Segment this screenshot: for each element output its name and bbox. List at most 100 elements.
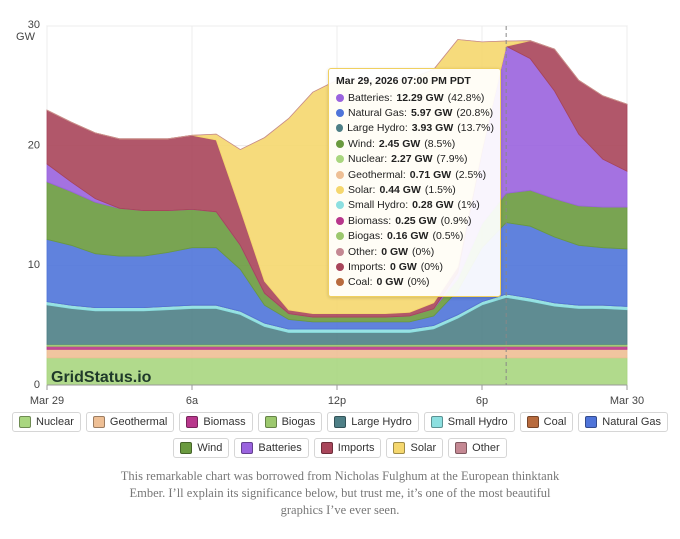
legend-item[interactable]: Geothermal [85,412,175,432]
tooltip-share: (0%) [407,276,430,289]
tooltip-value: 0 GW [389,260,417,273]
x-tick-label: Mar 29 [30,395,64,407]
tooltip-name: Coal: [348,276,373,289]
tooltip-row: Small Hydro: 0.28 GW (1%) [336,198,494,213]
area [46,348,628,359]
legend-label: Batteries [258,442,302,454]
legend-swatch [320,442,333,454]
y-tick-label: 10 [28,259,40,271]
tooltip-share: (2.5%) [455,168,487,181]
tooltip-dot [336,93,344,102]
tooltip-row: Natural Gas: 5.97 GW (20.8%) [336,105,494,120]
tooltip-name: Wind: [348,137,375,150]
tooltip-value: 0 GW [381,245,409,258]
legend-item[interactable]: Natural Gas [578,412,668,432]
legend-item[interactable]: Other [448,438,507,458]
legend-swatch [585,416,598,428]
tooltip-dot [336,124,344,133]
tooltip-row: Biogas: 0.16 GW (0.5%) [336,229,494,244]
legend-item[interactable]: Biogas [257,412,323,432]
legend-item[interactable]: Nuclear [12,412,81,432]
tooltip-row: Coal: 0 GW (0%) [336,275,494,290]
watermark: GridStatus.io [51,369,152,386]
tooltip-name: Biogas: [348,230,384,243]
legend-item[interactable]: Coal [519,412,574,432]
legend-label: Biomass [203,416,246,428]
tooltip-row: Other: 0 GW (0%) [336,244,494,259]
legend-item[interactable]: Imports [313,438,382,458]
tooltip-name: Large Hydro: [347,122,408,135]
legend-item[interactable]: Solar [386,438,444,458]
legend-label: Coal [543,416,567,428]
area [46,39,628,151]
tooltip-row: Imports: 0 GW (0%) [336,259,494,274]
x-tick-label: 6p [476,395,488,407]
legend-row: Wind Batteries Imports Solar Other [0,438,680,458]
tooltip-share: (7.9%) [436,153,468,166]
legend-item[interactable]: Batteries [234,438,309,458]
legend-label: Solar [410,442,437,454]
x-tick-label: Mar 30 [610,395,644,407]
tooltip-share: (8.5%) [424,137,456,150]
tooltip-value: 0.25 GW [395,214,437,227]
legend-item[interactable]: Small Hydro [423,412,515,432]
tooltip-value: 5.97 GW [410,107,453,120]
legend-label: Other [472,442,500,454]
area [46,345,628,350]
legend-swatch [264,416,277,428]
tooltip-value: 3.93 GW [411,122,454,135]
tooltip-share: (20.8%) [456,107,494,120]
tooltip-name: Geothermal: [348,168,406,181]
legend-swatch [92,416,105,428]
legend-item[interactable]: Wind [173,438,230,458]
tooltip-name: Nuclear: [348,153,388,166]
legend-swatch [430,416,443,428]
tooltip-row: Biomass: 0.25 GW (0.9%) [336,213,494,228]
tooltip-row: Nuclear: 2.27 GW (7.9%) [336,152,494,167]
tooltip-share: (0%) [420,260,443,273]
tooltip-value: 0.16 GW [387,230,429,243]
legend-swatch [180,442,193,454]
y-unit: GW [16,31,36,43]
y-tick-label: 30 [28,19,40,31]
tooltip-dot [336,170,344,179]
tooltip-value: 2.27 GW [391,153,433,166]
tooltip-value: 0 GW [376,276,404,289]
tooltip-value: 0.71 GW [409,168,452,181]
tooltip-row: Batteries: 12.29 GW (42.8%) [336,90,494,105]
legend-row: Nuclear Geothermal Biomass Biogas Large Hydr… [0,412,680,432]
tooltip-name: Imports: [348,260,386,273]
legend-swatch [334,416,347,428]
legend-label: Small Hydro [447,416,508,428]
legend-item[interactable]: Large Hydro [327,412,419,432]
tooltip-name: Batteries: [348,91,393,104]
legend-swatch [393,442,406,454]
tooltip-dot [336,262,344,271]
tooltip-share: (13.7%) [457,122,494,135]
tooltip-dot [336,247,344,256]
tooltip-share: (1%) [457,199,480,212]
legend-item[interactable]: Biomass [179,412,253,432]
tooltip: Mar 29, 2026 07:00 PM PDT Batteries: 12.2… [328,68,501,298]
tooltip-share: (42.8%) [447,91,485,104]
legend-label: Geothermal [109,416,168,428]
legend-label: Biogas [281,416,316,428]
tooltip-name: Natural Gas: [348,107,407,120]
tooltip-row: Geothermal: 0.71 GW (2.5%) [336,167,494,182]
y-tick-label: 20 [28,140,40,152]
tooltip-dot [336,201,344,210]
tooltip-share: (0.9%) [440,214,472,227]
tooltip-dot [336,139,344,148]
legend-label: Large Hydro [351,416,412,428]
legend-label: Wind [197,442,223,454]
tooltip-value: 0.44 GW [379,184,421,197]
legend-swatch [186,416,199,428]
tooltip-value: 2.45 GW [378,137,421,150]
legend-swatch [526,416,539,428]
x-tick-label: 12p [328,395,346,407]
legend-swatch [19,416,31,428]
tooltip-dot [336,216,344,225]
tooltip-row: Solar: 0.44 GW (1.5%) [336,182,494,197]
